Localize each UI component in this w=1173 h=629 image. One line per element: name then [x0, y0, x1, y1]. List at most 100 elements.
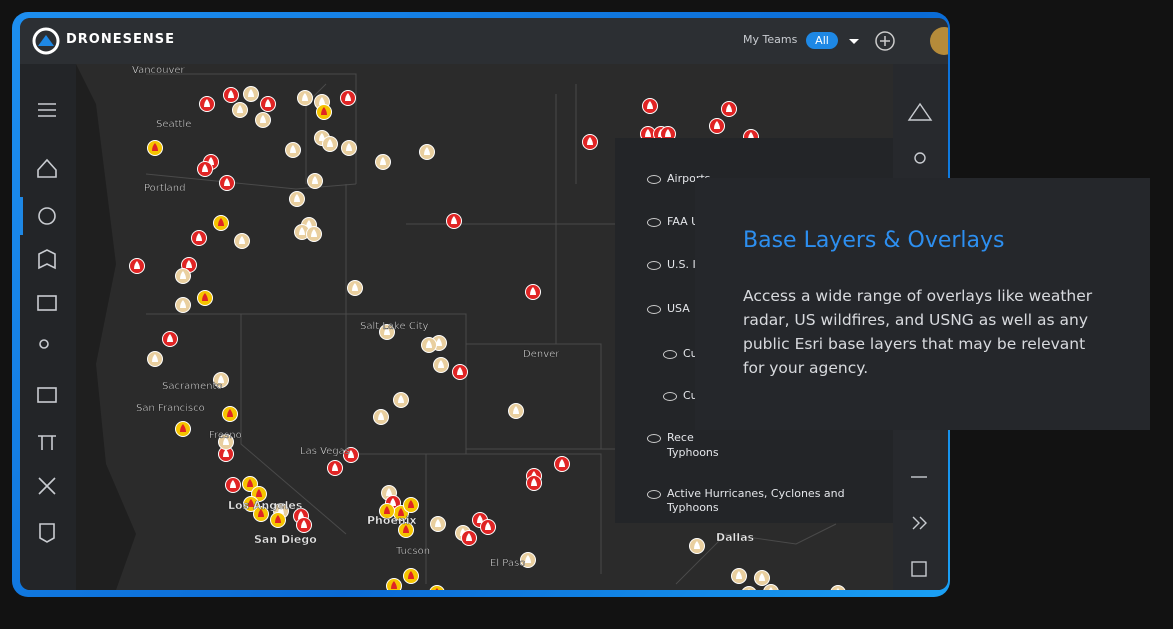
fire-glyph — [239, 236, 245, 244]
visibility-icon[interactable] — [647, 218, 661, 227]
sidebar — [20, 64, 76, 590]
fire-glyph — [180, 424, 186, 432]
fire-glyph — [167, 334, 173, 342]
fire-glyph — [301, 520, 307, 528]
fire-glyph — [485, 522, 491, 530]
city-label: Vancouver — [132, 65, 186, 76]
fire-glyph — [223, 437, 229, 445]
expand-button[interactable] — [912, 516, 927, 530]
city-label: Portland — [144, 183, 185, 194]
fire-glyph — [218, 218, 224, 226]
fire-glyph — [531, 478, 537, 486]
layer-item[interactable]: Typhoons — [667, 501, 719, 514]
reports-icon[interactable] — [37, 387, 57, 403]
fire-glyph — [525, 555, 531, 563]
fire-glyph — [435, 519, 441, 527]
brand: DRONESENSE — [66, 32, 175, 47]
fire-glyph — [275, 515, 281, 523]
teams-filter[interactable]: All — [806, 32, 838, 49]
layer-item[interactable]: FAA U — [667, 215, 700, 228]
layer-item[interactable]: Active Hurricanes, Cyclones and — [667, 487, 845, 500]
fire-glyph — [202, 293, 208, 301]
dropdown-caret[interactable] — [849, 39, 859, 44]
layer-item[interactable]: Cu — [683, 389, 698, 402]
fire-glyph — [457, 367, 463, 375]
fire-glyph — [223, 449, 229, 457]
grid-button[interactable] — [911, 561, 927, 577]
fire-markers — [129, 86, 846, 590]
fire-glyph — [726, 104, 732, 112]
fire-glyph — [294, 194, 300, 202]
fire-glyph — [258, 509, 264, 517]
fire-glyph — [390, 498, 396, 506]
ops-icon[interactable] — [38, 207, 56, 225]
fire-glyph — [299, 227, 305, 235]
fire-glyph — [204, 99, 210, 107]
visibility-icon[interactable] — [647, 175, 661, 184]
fire-glyph — [530, 287, 536, 295]
layers-button[interactable] — [907, 102, 933, 121]
city-label: Tucson — [395, 546, 430, 557]
people-icon[interactable] — [39, 339, 49, 349]
fire-glyph — [134, 261, 140, 269]
visibility-icon[interactable] — [663, 392, 677, 401]
security-icon[interactable] — [39, 523, 55, 543]
fire-glyph — [348, 450, 354, 458]
menu-icon[interactable] — [38, 103, 56, 117]
layer-item[interactable]: Cu — [683, 347, 698, 360]
fire-glyph — [230, 480, 236, 488]
fire-glyph — [248, 499, 254, 507]
fire-glyph — [260, 115, 266, 123]
tools-icon[interactable] — [38, 477, 56, 495]
fire-glyph — [152, 354, 158, 362]
add-button[interactable] — [875, 31, 895, 51]
ocean — [76, 64, 136, 590]
city-label: Dallas — [716, 531, 755, 544]
visibility-icon[interactable] — [647, 305, 661, 314]
fire-glyph — [477, 515, 483, 523]
fire-glyph — [180, 300, 186, 308]
city-label: El Paso — [490, 558, 525, 569]
right-icons — [907, 102, 933, 577]
visibility-icon[interactable] — [647, 261, 661, 270]
fire-glyph — [290, 145, 296, 153]
visibility-icon[interactable] — [663, 350, 677, 359]
fire-glyph — [196, 233, 202, 241]
layer-item[interactable]: Rece — [667, 431, 694, 444]
fire-marker — [429, 585, 445, 590]
fire-glyph — [237, 105, 243, 113]
drone-icon[interactable] — [38, 435, 56, 450]
fire-glyph — [559, 459, 565, 467]
layer-item[interactable]: USA — [667, 302, 690, 315]
fire-glyph — [384, 506, 390, 514]
fire-glyph — [408, 571, 414, 579]
fire-glyph — [152, 143, 158, 151]
city-label: Seattle — [156, 119, 191, 130]
map-icon[interactable] — [38, 249, 56, 270]
fire-glyph — [278, 506, 284, 514]
fire-glyph — [346, 143, 352, 151]
missions-icon[interactable] — [37, 295, 57, 311]
fire-glyph — [647, 101, 653, 109]
city-label: San Diego — [254, 533, 317, 546]
fire-glyph — [759, 573, 765, 581]
city-label: Phoenix — [367, 514, 417, 527]
fire-glyph — [352, 283, 358, 291]
fire-glyph — [180, 271, 186, 279]
logo — [32, 27, 60, 55]
teams-button[interactable] — [914, 152, 926, 164]
callout: Base Layers & Overlays Access a wide ran… — [695, 178, 1150, 430]
fire-glyph — [265, 99, 271, 107]
visibility-icon[interactable] — [647, 490, 661, 499]
home-icon[interactable] — [37, 158, 57, 178]
layer-item[interactable]: U.S. I — [667, 258, 696, 271]
active-indicator — [20, 197, 23, 235]
avatar[interactable] — [930, 27, 948, 55]
visibility-icon[interactable] — [647, 434, 661, 443]
layer-item[interactable]: Typhoons — [667, 446, 719, 459]
fire-glyph — [736, 571, 742, 579]
top-actions — [849, 27, 948, 55]
fire-glyph — [836, 588, 840, 590]
